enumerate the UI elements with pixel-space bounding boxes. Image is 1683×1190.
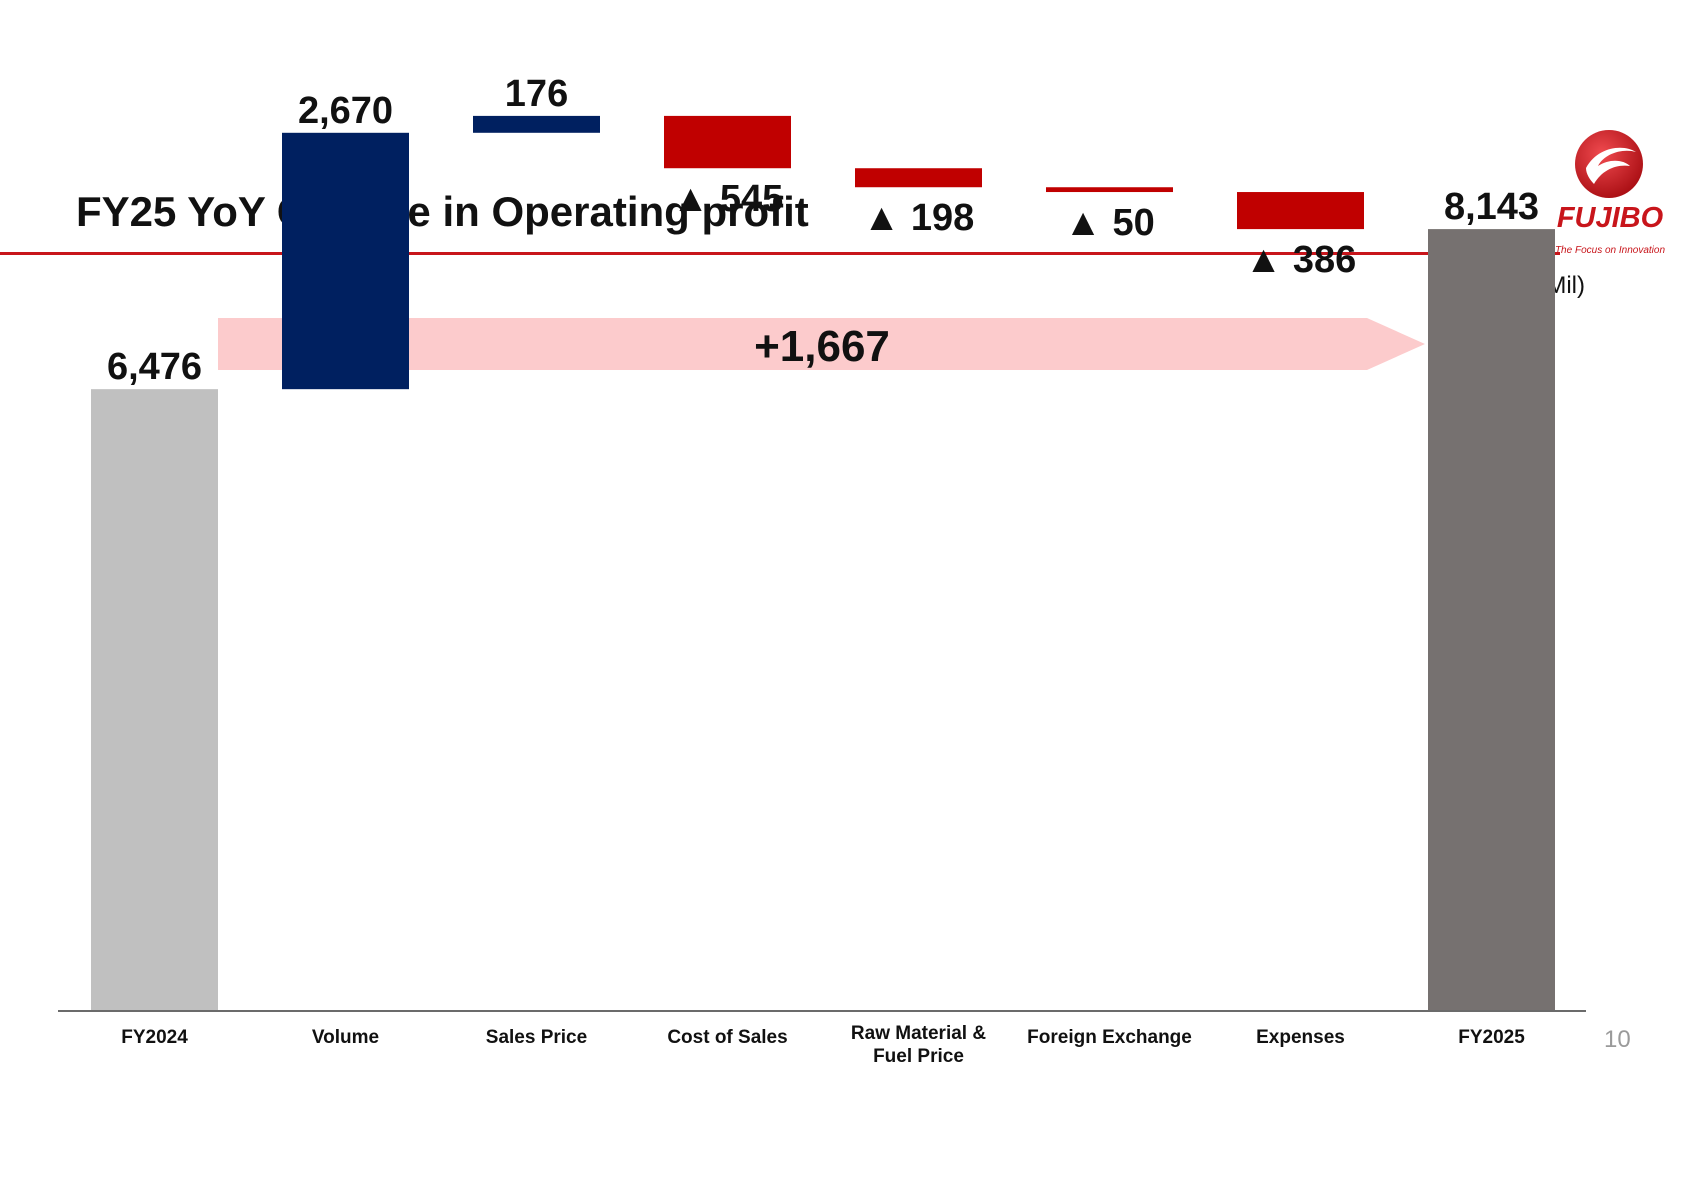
category-label: Volume (312, 1027, 379, 1048)
value-label: ▲ 50 (1064, 202, 1154, 244)
category-label: Cost of Sales (667, 1027, 787, 1048)
value-label: ▲ 386 (1245, 239, 1357, 281)
category-label: Sales Price (486, 1027, 587, 1048)
logo-tagline: The Focus on Innovation (1555, 245, 1666, 256)
bar-fy2025 (1428, 229, 1555, 1011)
category-label: FY2025 (1458, 1027, 1525, 1048)
bars-layer (91, 115, 1555, 1011)
value-label: ▲ 198 (863, 197, 975, 239)
bar-volume (282, 132, 409, 390)
value-labels-layer: 6,476 2,670 176 ▲ 545 ▲ 198 ▲ 50 ▲ 386 8,143 (107, 73, 1539, 388)
bar-cost-of-sales (664, 115, 791, 169)
category-label: Raw Material & Fuel Price (851, 1023, 986, 1067)
total-change-label: +1,667 (754, 322, 890, 371)
bar-foreign-exchange (1046, 187, 1173, 193)
total-change-arrow (218, 318, 1425, 370)
category-label: Foreign Exchange (1027, 1027, 1192, 1048)
bar-expenses (1237, 192, 1364, 230)
bar-sales-price (473, 115, 600, 133)
page-number: 10 (1604, 1026, 1631, 1053)
value-label: 2,670 (298, 90, 393, 132)
bar-raw-material-fuel-price (855, 168, 982, 188)
page-title: FY25 YoY Change in Operating profit (76, 188, 809, 235)
value-label: ▲ 545 (672, 178, 784, 220)
title-divider (0, 252, 1560, 255)
company-logo: FUJIBO The Focus on Innovation (1540, 126, 1680, 260)
bar-fy2024 (91, 389, 218, 1011)
category-label: Expenses (1256, 1027, 1345, 1048)
category-label: FY2024 (121, 1027, 188, 1048)
value-label: 176 (505, 73, 568, 115)
value-label: 6,476 (107, 346, 202, 388)
logo-wordmark: FUJIBO (1557, 202, 1664, 234)
category-labels-layer: FY2024 Volume Sales Price Cost of Sales Raw … (121, 1023, 1525, 1067)
value-label: 8,143 (1444, 186, 1539, 228)
